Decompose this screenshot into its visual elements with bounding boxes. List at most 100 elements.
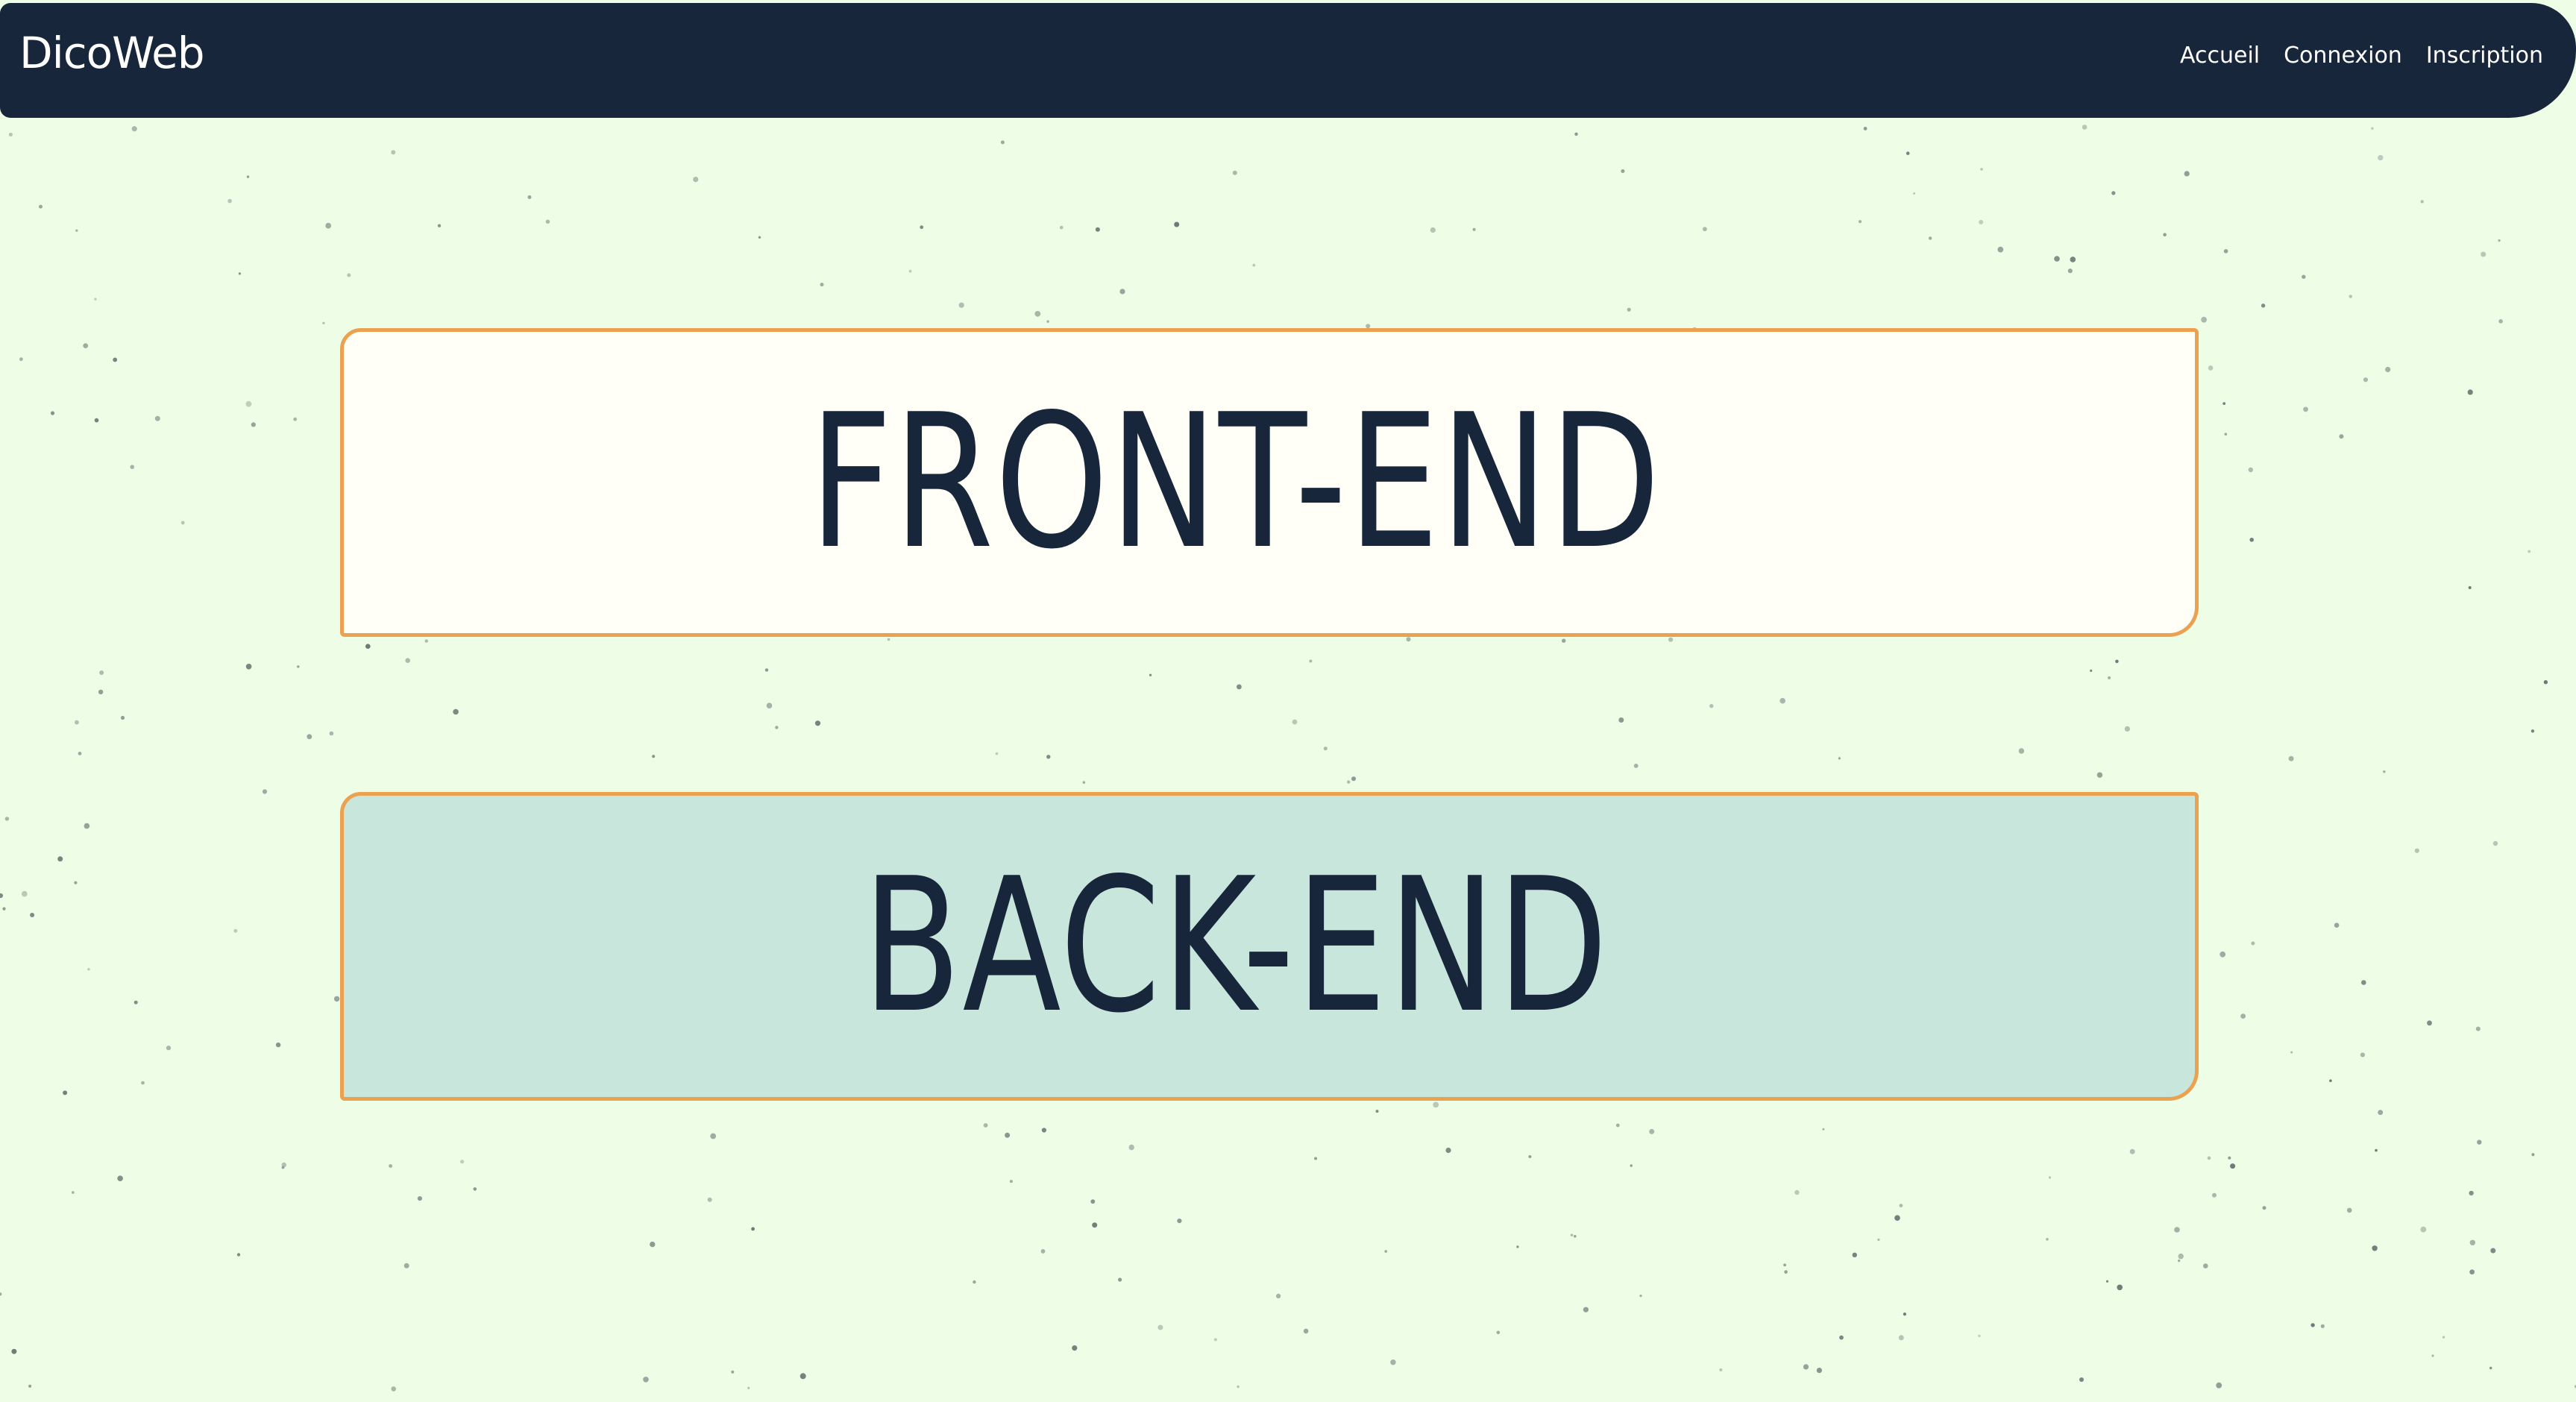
speckle-dot bbox=[63, 1090, 68, 1095]
speckle-dot bbox=[180, 521, 185, 525]
speckle-dot bbox=[920, 225, 924, 230]
speckle-dot bbox=[958, 302, 964, 308]
speckle-dot bbox=[1309, 659, 1313, 663]
speckle-dot bbox=[1090, 1199, 1096, 1204]
nav-link-connexion[interactable]: Connexion bbox=[2284, 43, 2402, 69]
speckle-dot bbox=[233, 928, 238, 933]
speckle-dot bbox=[1118, 1277, 1122, 1282]
speckle-dot bbox=[57, 856, 63, 862]
speckle-dot bbox=[133, 1000, 138, 1005]
speckle-dot bbox=[1980, 168, 1983, 171]
speckle-dot bbox=[1838, 757, 1841, 760]
speckle-dot bbox=[1898, 1335, 1904, 1341]
speckle-dot bbox=[887, 638, 890, 641]
speckle-dot bbox=[2420, 1226, 2427, 1233]
speckle-dot bbox=[2, 907, 6, 911]
speckle-dot bbox=[2431, 1354, 2434, 1357]
top-navbar: DicoWeb Accueil Connexion Inscription bbox=[0, 3, 2576, 118]
speckle-dot bbox=[154, 415, 160, 421]
speckle-dot bbox=[2048, 1176, 2052, 1179]
speckle-dot bbox=[1583, 1307, 1589, 1313]
speckle-dot bbox=[8, 133, 13, 136]
speckle-dot bbox=[2481, 251, 2487, 257]
speckle-dot bbox=[21, 890, 28, 897]
speckle-dot bbox=[453, 708, 459, 715]
speckle-dot bbox=[75, 229, 78, 232]
speckle-dot bbox=[1390, 1359, 1396, 1365]
speckle-dot bbox=[1351, 776, 1356, 782]
speckle-dot bbox=[99, 670, 104, 675]
speckle-dot bbox=[995, 752, 999, 755]
back-end-label: BACK-END bbox=[862, 839, 1609, 1054]
speckle-dot bbox=[1082, 781, 1086, 784]
speckle-dot bbox=[1627, 307, 1631, 312]
speckle-dot bbox=[2178, 1259, 2181, 1263]
speckle-dot bbox=[1040, 1249, 1046, 1254]
speckle-dot bbox=[1095, 227, 1100, 232]
speckle-dot bbox=[2468, 586, 2472, 589]
speckle-dot bbox=[11, 1348, 17, 1354]
speckle-dot bbox=[2372, 1245, 2378, 1251]
speckle-dot bbox=[2302, 274, 2306, 279]
nav-link-accueil[interactable]: Accueil bbox=[2179, 43, 2261, 69]
speckle-dot bbox=[1174, 221, 1180, 227]
speckle-dot bbox=[2288, 755, 2294, 761]
speckle-dot bbox=[1709, 704, 1714, 708]
speckle-dot bbox=[2184, 171, 2190, 177]
speckle-dot bbox=[1237, 684, 1242, 690]
speckle-dot bbox=[365, 644, 371, 649]
speckle-dot bbox=[1237, 1385, 1240, 1389]
speckle-dot bbox=[391, 150, 396, 155]
speckle-dot bbox=[2414, 848, 2419, 853]
speckle-dot bbox=[236, 1253, 241, 1257]
speckle-dot bbox=[2290, 1051, 2293, 1054]
speckle-dot bbox=[83, 343, 89, 348]
speckle-dot bbox=[1516, 1245, 1519, 1248]
speckle-dot bbox=[2079, 1377, 2084, 1382]
speckle-dot bbox=[973, 1280, 976, 1284]
speckle-dot bbox=[1314, 1157, 1318, 1160]
speckle-dot bbox=[1859, 220, 1862, 224]
speckle-dot bbox=[460, 1160, 465, 1164]
speckle-dot bbox=[2223, 249, 2228, 254]
speckle-dot bbox=[2363, 377, 2368, 383]
speckle-dot bbox=[1979, 219, 1984, 224]
speckle-dot bbox=[1839, 1335, 1844, 1340]
speckle-dot bbox=[275, 1042, 281, 1048]
speckle-dot bbox=[1433, 1101, 1439, 1108]
speckle-dot bbox=[1877, 1238, 1880, 1241]
speckle-dot bbox=[78, 752, 82, 755]
speckle-dot bbox=[1445, 1147, 1451, 1154]
speckle-dot bbox=[98, 689, 104, 695]
speckle-dot bbox=[238, 272, 241, 275]
back-end-card[interactable]: BACK-END bbox=[340, 792, 2199, 1101]
speckle-dot bbox=[1913, 192, 1916, 195]
speckle-dot bbox=[2046, 1238, 2049, 1241]
speckle-dot bbox=[1034, 310, 1041, 317]
front-end-label: FRONT-END bbox=[809, 375, 1662, 590]
speckle-dot bbox=[1092, 1222, 1098, 1228]
speckle-dot bbox=[1803, 1364, 1809, 1370]
speckle-dot bbox=[2378, 1110, 2384, 1116]
speckle-dot bbox=[2349, 295, 2352, 298]
speckle-dot bbox=[710, 1133, 717, 1139]
speckle-dot bbox=[329, 731, 334, 736]
speckle-dot bbox=[2528, 550, 2531, 553]
speckle-dot bbox=[473, 1187, 477, 1191]
speckle-dot bbox=[2201, 316, 2208, 323]
brand-logo[interactable]: DicoWeb bbox=[19, 28, 205, 78]
nav-link-inscription[interactable]: Inscription bbox=[2425, 43, 2543, 69]
speckle-dot bbox=[2261, 304, 2266, 308]
speckle-dot bbox=[2249, 538, 2254, 542]
speckle-dot bbox=[652, 755, 656, 758]
speckle-dot bbox=[281, 1162, 286, 1168]
speckle-dot bbox=[403, 1263, 409, 1269]
speckle-dot bbox=[2531, 729, 2535, 733]
speckle-dot bbox=[1232, 170, 1237, 175]
speckle-dot bbox=[751, 1227, 755, 1231]
speckle-dot bbox=[347, 273, 351, 277]
front-end-card[interactable]: FRONT-END bbox=[340, 328, 2199, 637]
speckle-dot bbox=[1703, 227, 1707, 232]
speckle-dot bbox=[2129, 1148, 2135, 1154]
